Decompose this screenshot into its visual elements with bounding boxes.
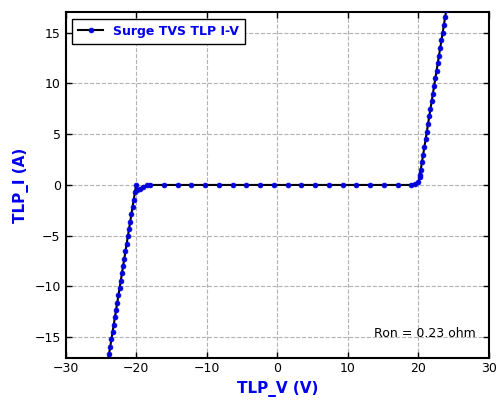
- Surge TVS TLP I-V: [119, 271, 125, 276]
- Y-axis label: TLP_I (A): TLP_I (A): [13, 147, 29, 223]
- Text: Ron = 0.23 ohm: Ron = 0.23 ohm: [374, 327, 476, 340]
- Surge TVS TLP I-V: [441, 23, 447, 28]
- Legend: Surge TVS TLP I-V: Surge TVS TLP I-V: [72, 18, 245, 44]
- Line: Surge TVS TLP I-V: Surge TVS TLP I-V: [88, 0, 456, 411]
- Surge TVS TLP I-V: [243, 182, 249, 187]
- Surge TVS TLP I-V: [202, 182, 208, 187]
- Surge TVS TLP I-V: [102, 374, 108, 379]
- X-axis label: TLP_V (V): TLP_V (V): [236, 381, 318, 397]
- Surge TVS TLP I-V: [137, 187, 143, 192]
